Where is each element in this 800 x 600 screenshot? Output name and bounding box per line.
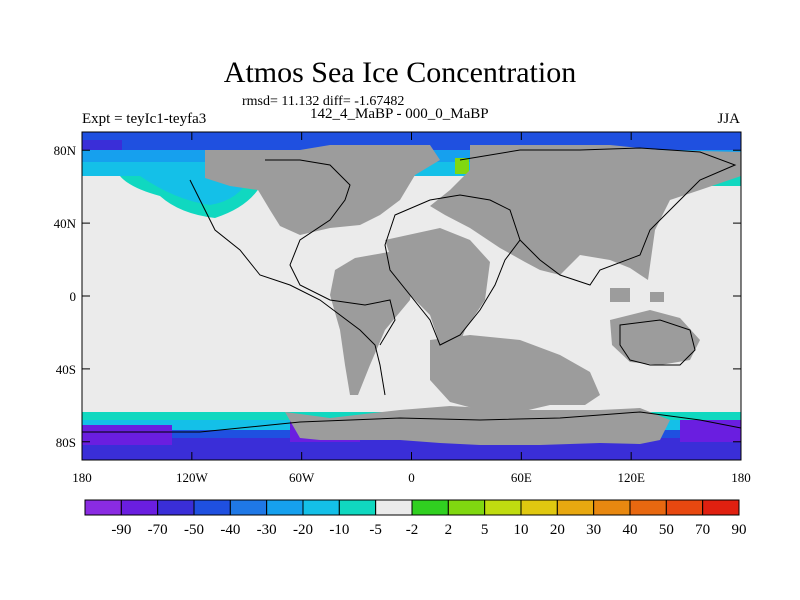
lon-tick-label: 120W [176, 470, 209, 485]
island-landmass [610, 288, 630, 302]
colorbar: -90 -70 -50 -40 -30 -20 -10 -5 -2 2 5 10 20 30 40 50 70 9… [84, 499, 747, 538]
eurasia-coastline [459, 147, 737, 286]
colorbar-label: -50 [184, 522, 204, 538]
colorbar-label: -10 [329, 522, 349, 538]
lon-tick-label: 120E [617, 470, 645, 485]
colorbar-swatch [157, 499, 195, 516]
ross-deep-loss [680, 420, 741, 442]
colorbar-swatch [629, 499, 667, 516]
colorbar-swatch [447, 499, 486, 516]
north-america-landmass [205, 145, 440, 235]
colorbar-swatch [593, 499, 631, 516]
colorbar-swatch [556, 499, 595, 516]
colorbar-label: 10 [514, 522, 529, 538]
longitude-axis: 180 120W 60W 0 60E 120E 180 [72, 132, 751, 485]
colorbar-swatch [229, 499, 268, 516]
antarctica-landmass [285, 406, 670, 445]
americas-east-coastline [265, 159, 396, 346]
lon-tick-label: 180 [72, 470, 92, 485]
colorbar-label: -20 [293, 522, 313, 538]
season-label: JJA [717, 111, 740, 127]
colorbar-swatch [665, 499, 704, 516]
lat-tick-label: 80S [56, 435, 76, 450]
colorbar-swatch [302, 499, 340, 516]
colorbar-swatch [193, 499, 231, 516]
colorbar-swatch [520, 499, 558, 516]
americas-west-coastline [189, 179, 386, 396]
colorbar-swatch [120, 499, 159, 516]
arctic-small-gain [455, 158, 469, 174]
gondwana-landmass [430, 335, 600, 412]
rmsd-subtitle: rmsd= 11.132 diff= -1.67482 [242, 94, 405, 109]
antarctica-coastline [82, 411, 741, 433]
colorbar-label: 50 [659, 522, 674, 538]
colorbar-label: 20 [550, 522, 565, 538]
plot-title: Atmos Sea Ice Concentration [223, 56, 577, 89]
colorbar-swatch [338, 499, 377, 516]
colorbar-swatch [84, 499, 122, 516]
lat-tick-label: 40S [56, 362, 76, 377]
land-masses [205, 145, 741, 445]
africa-coastline [384, 194, 521, 346]
map-area [82, 132, 741, 460]
africa-landmass [385, 228, 490, 355]
lon-tick-label: 180 [731, 470, 751, 485]
latitude-axis: 80N 40N 0 40S 80S [54, 143, 741, 450]
lat-tick-label: 0 [70, 289, 77, 304]
colorbar-label: -90 [111, 522, 131, 538]
period-label: 142_4_MaBP - 000_0_MaBP [310, 106, 489, 122]
colorbar-label: 5 [481, 522, 489, 538]
colorbar-label: -5 [369, 522, 382, 538]
colorbar-swatch [375, 499, 413, 516]
colorbar-label: 70 [695, 522, 710, 538]
lat-tick-label: 40N [54, 216, 77, 231]
coastline-outlines [82, 147, 741, 433]
eurasia-landmass [430, 145, 741, 280]
lon-tick-label: 0 [408, 470, 415, 485]
amundsen-deep-loss [82, 425, 172, 445]
colorbar-swatch [484, 499, 522, 516]
arctic-deep-loss [82, 140, 122, 150]
colorbar-swatch [411, 499, 449, 516]
colorbar-label: 40 [623, 522, 638, 538]
colorbar-label: -70 [148, 522, 168, 538]
colorbar-label: 2 [445, 522, 453, 538]
colorbar-label: 90 [732, 522, 747, 538]
colorbar-label: -30 [257, 522, 277, 538]
lat-tick-label: 80N [54, 143, 77, 158]
australia-coastline [619, 319, 696, 366]
experiment-label: Expt = teyIc1-teyfa3 [82, 111, 207, 127]
colorbar-swatch [702, 499, 740, 516]
colorbar-label: -2 [406, 522, 419, 538]
colorbar-label: 30 [586, 522, 601, 538]
lon-tick-label: 60E [511, 470, 532, 485]
small-island-landmass [650, 292, 664, 302]
lon-tick-label: 60W [289, 470, 315, 485]
colorbar-swatch [266, 499, 304, 516]
colorbar-label: -40 [220, 522, 240, 538]
south-america-landmass [330, 250, 415, 395]
